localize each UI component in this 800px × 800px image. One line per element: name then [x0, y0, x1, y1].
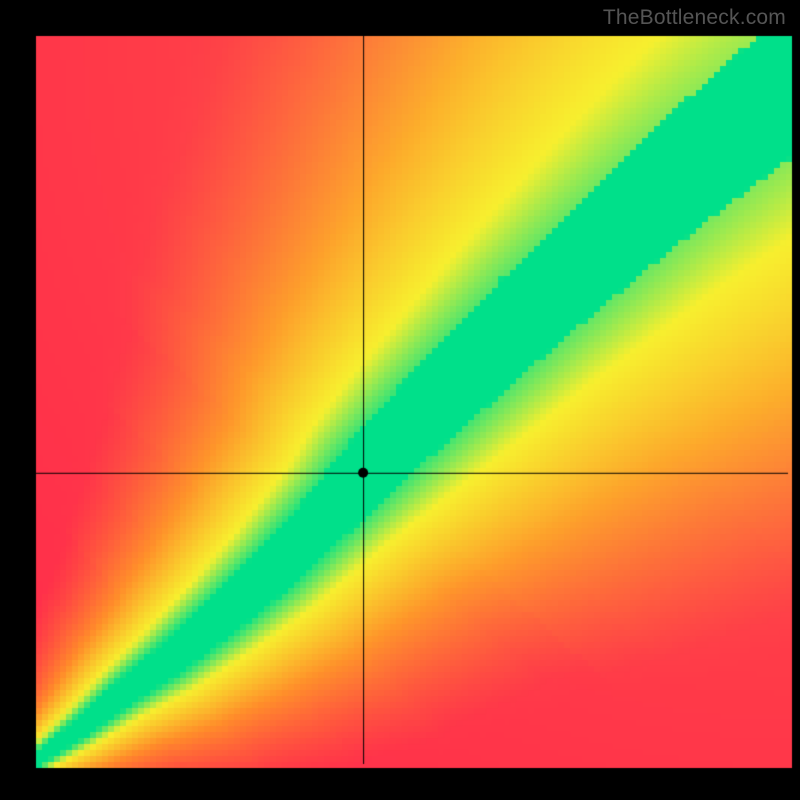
chart-container: TheBottleneck.com — [0, 0, 800, 800]
heatmap-canvas — [0, 0, 800, 800]
watermark-text: TheBottleneck.com — [603, 6, 786, 30]
